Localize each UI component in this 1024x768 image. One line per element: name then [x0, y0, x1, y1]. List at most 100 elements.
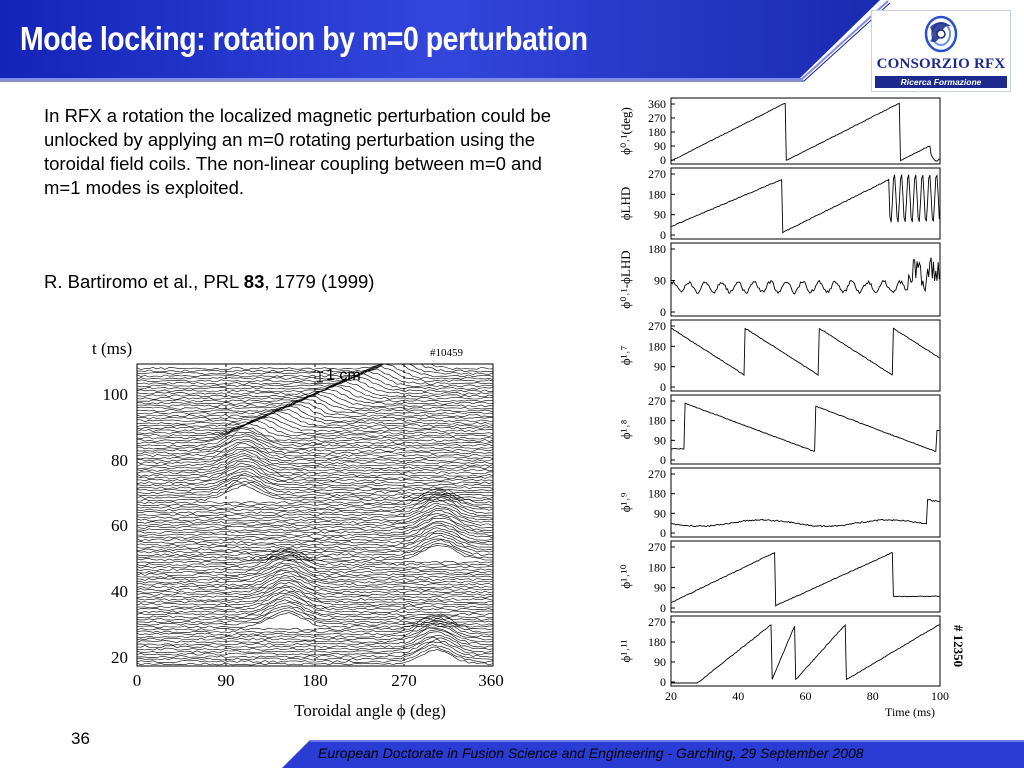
panel-tick-label: 90 [654, 274, 666, 288]
trace-line [137, 629, 493, 646]
phase-panel: 270 180 90 0 ϕ¹˒¹¹ [618, 615, 941, 689]
trace-line [137, 426, 493, 442]
logo-tagline: Ricerca Formazione Innovazione [875, 76, 1007, 99]
panel-tick-label: 180 [648, 560, 666, 574]
trace-line [137, 567, 493, 584]
panel-tick-label: 90 [654, 360, 666, 374]
trace-line [137, 589, 493, 606]
trace-line [137, 384, 493, 400]
trace-line [137, 596, 493, 614]
trace-line [137, 490, 493, 507]
panel-label: ϕ¹˒⁸ [618, 419, 633, 439]
footer-bar [282, 740, 1024, 768]
panel-trace [670, 174, 940, 234]
panel-frame [670, 97, 941, 165]
x-tick-labels: 0 90 180 270 360 [133, 671, 504, 690]
reference-volume: 83 [243, 271, 265, 292]
trace-line [137, 585, 493, 601]
panel-tick-label: 180 [648, 242, 666, 256]
phase-panel: 180 90 0 ϕ⁰˒¹-ϕLHD [618, 242, 941, 319]
x-tick-label: 180 [302, 671, 328, 690]
trace-line [137, 391, 493, 408]
reference-suffix: , 1779 (1999) [264, 271, 375, 292]
phase-panel: 270 180 90 0 ϕ¹˒⁸ [618, 394, 941, 467]
panel-label: ϕ¹˒⁹ [618, 492, 633, 512]
panel-trace [671, 623, 940, 684]
trace-line [137, 460, 493, 477]
panel-tick-label: 0 [660, 305, 666, 319]
title-banner [0, 0, 891, 82]
trace-line [137, 579, 493, 596]
shot-number: #10459 [430, 347, 464, 359]
y-tick-label: 80 [111, 451, 128, 470]
panel-trace [670, 498, 940, 528]
trace-line [137, 468, 493, 485]
x-axis-label: Time (ms) [885, 705, 935, 719]
panel-tick-label: 180 [648, 187, 666, 201]
trace-line [137, 455, 493, 472]
trace-line [137, 433, 493, 450]
panel-tick-label: 270 [648, 167, 666, 181]
x-tick-label: 40 [732, 689, 744, 703]
reference: R. Bartiromo et al., PRL 83, 1779 (1999) [44, 271, 374, 293]
panel-trace [670, 327, 940, 377]
panel-trace [670, 102, 940, 162]
x-axis-label: Toroidal angle ϕ (deg) [294, 701, 446, 720]
trace-line [137, 418, 493, 435]
trace-line [137, 405, 493, 423]
panel-frame [670, 319, 941, 392]
x-tick-label: 270 [391, 671, 417, 690]
trace-line [137, 635, 493, 651]
panel-label: ϕ⁰˒¹-ϕLHD [618, 250, 633, 308]
trace-line [137, 624, 493, 641]
panel-tick-label: 180 [648, 125, 666, 139]
trace-line [137, 646, 493, 663]
trace-line [137, 612, 493, 629]
panel-frame [670, 394, 941, 465]
x-tick-label: 90 [218, 671, 235, 690]
trace-line [137, 442, 493, 460]
panel-frame [670, 467, 941, 538]
y-tick-label: 40 [111, 582, 128, 601]
phase-panel: 270 180 90 0 ϕ¹˒⁹ [618, 467, 941, 540]
slide-title: Mode locking: rotation by m=0 perturbati… [20, 20, 588, 57]
panel-tick-label: 0 [660, 380, 666, 394]
phase-panel: 270 180 90 0 ϕ¹˒¹⁰ [618, 540, 941, 615]
panel-tick-label: 270 [648, 467, 666, 481]
panel-tick-label: 0 [660, 228, 666, 242]
trace-line [137, 601, 493, 619]
trace-line [137, 370, 493, 388]
phase-panel: 270 180 90 0 ϕLHD [618, 167, 941, 242]
panel-tick-label: 90 [654, 506, 666, 520]
trace-line [137, 473, 493, 490]
trace-line [137, 577, 493, 594]
panel-label: ϕ¹˒¹⁰ [618, 564, 633, 588]
panel-label: ϕ¹˒¹¹ [618, 639, 633, 662]
footer-text: European Doctorate in Fusion Science and… [318, 745, 864, 761]
y-tick-label: 20 [111, 648, 128, 667]
panel-tick-label: 0 [660, 153, 666, 167]
x-tick-label: 80 [867, 689, 879, 703]
trace-line [137, 631, 493, 649]
y-axis-label: t (ms) [92, 339, 132, 358]
toroidal-angle-figure: t (ms) #10459 1 cm 100 80 60 40 20 0 90 … [92, 339, 504, 720]
trace-line [137, 431, 493, 447]
logo-name: CONSORZIO RFX [876, 56, 1006, 72]
panel-tick-label: 90 [654, 139, 666, 153]
y-tick-label: 60 [111, 516, 128, 535]
panel-tick-label: 270 [648, 111, 666, 125]
trace-line [137, 545, 493, 562]
panel-frame [670, 242, 941, 317]
panel-tick-label: 90 [654, 581, 666, 595]
trace-line [137, 480, 493, 497]
panel-trace [670, 551, 940, 607]
trace-line [137, 527, 493, 544]
consorzio-rfx-logo: CONSORZIO RFX Ricerca Formazione Innovaz… [871, 10, 1011, 99]
trace-line [137, 504, 493, 522]
trace-line [137, 610, 493, 626]
panel-label: ϕ¹˒⁷ [618, 346, 633, 366]
panel-tick-label: 90 [654, 433, 666, 447]
panel-label: ϕLHD [618, 187, 633, 221]
body-paragraph: In RFX a rotation the localized magnetic… [44, 105, 551, 198]
